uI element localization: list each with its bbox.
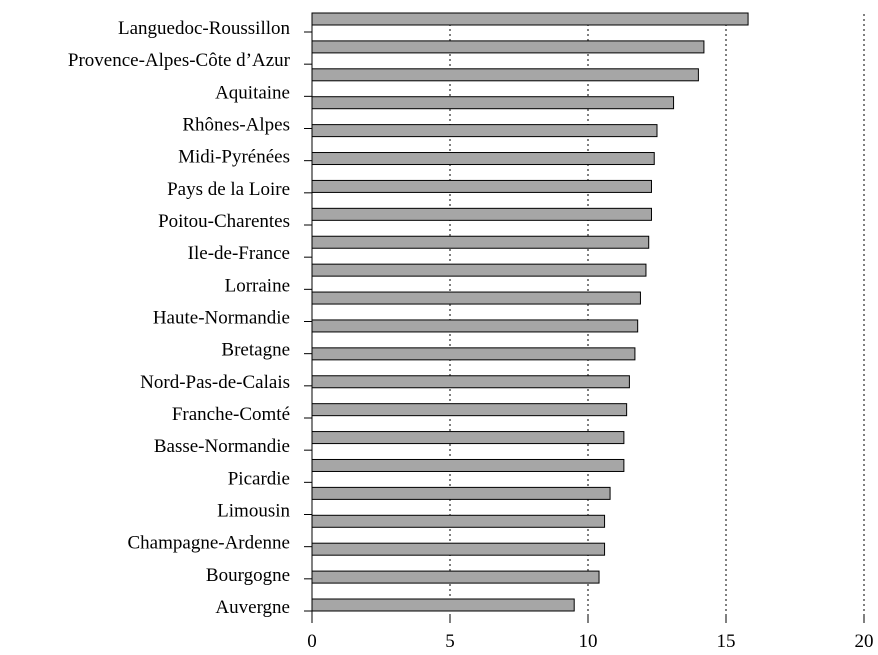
y-axis-categories: Languedoc-Roussillon Provence-Alpes-Côte …	[68, 18, 291, 618]
bar	[311, 514, 606, 528]
y-category-label: Bretagne	[221, 340, 290, 361]
bar	[311, 403, 628, 417]
y-category-label: Provence-Alpes-Côte d’Azur	[68, 50, 291, 71]
axes	[304, 14, 865, 623]
y-category-label: Languedoc-Roussillon	[118, 18, 291, 39]
y-category-label: Ile-de-France	[188, 243, 290, 264]
bar	[311, 347, 636, 361]
bar	[311, 375, 630, 389]
x-tick-label: 5	[445, 631, 455, 652]
y-category-label: Poitou-Charentes	[158, 211, 290, 232]
bar	[311, 291, 641, 305]
y-category-label: Limousin	[217, 501, 290, 522]
y-category-label: Midi-Pyrénées	[178, 147, 290, 168]
bar	[311, 12, 749, 26]
bar	[311, 179, 652, 193]
y-category-label: Basse-Normandie	[154, 436, 290, 457]
bar	[311, 598, 575, 612]
bars	[311, 12, 749, 612]
y-category-label: Pays de la Loire	[167, 179, 290, 200]
bar	[311, 124, 658, 138]
y-category-label: Bourgogne	[206, 565, 290, 586]
bar	[311, 319, 639, 333]
y-category-label: Picardie	[228, 468, 290, 489]
x-tick-label: 0	[307, 631, 317, 652]
y-category-label: Rhônes-Alpes	[182, 115, 290, 136]
bar	[311, 458, 625, 472]
y-category-label: Auvergne	[215, 597, 290, 618]
bar	[311, 542, 606, 556]
bar	[311, 235, 650, 249]
y-category-label: Lorraine	[225, 275, 290, 296]
bar	[311, 486, 611, 500]
bar	[311, 207, 652, 221]
bar	[311, 152, 655, 166]
bar	[311, 431, 625, 445]
y-category-label: Franche-Comté	[172, 404, 290, 425]
x-tick-label: 15	[717, 631, 736, 652]
bar	[311, 263, 647, 277]
bar	[311, 96, 675, 110]
x-axis-ticks: 0 5 10 15 20	[307, 631, 873, 652]
x-tick-label: 20	[855, 631, 874, 652]
y-category-label: Aquitaine	[215, 82, 290, 103]
x-tick-label: 10	[579, 631, 598, 652]
y-category-label: Haute-Normandie	[153, 308, 290, 329]
bar	[311, 570, 600, 584]
y-category-label: Nord-Pas-de-Calais	[140, 372, 290, 393]
y-category-label: Champagne-Ardenne	[128, 533, 291, 554]
bar	[311, 40, 705, 54]
bar	[311, 68, 699, 82]
